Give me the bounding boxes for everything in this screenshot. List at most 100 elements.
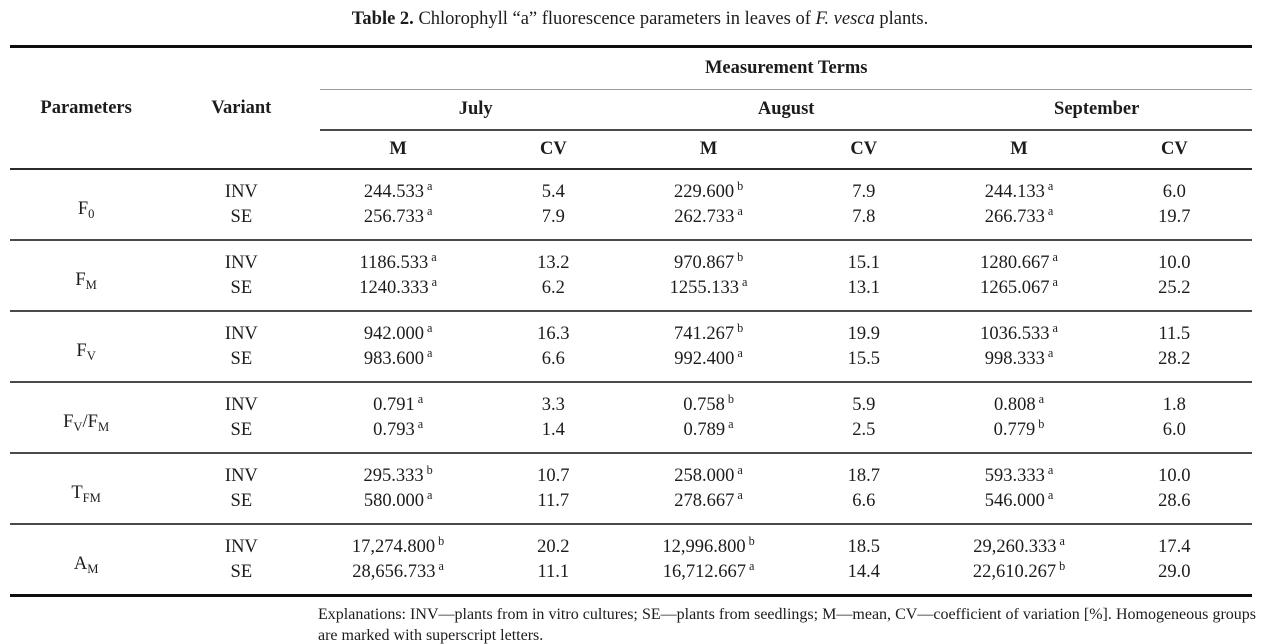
table-row: SE 983.600 a 6.6 992.400 a 15.5 998.333 a 2… xyxy=(10,345,1252,383)
homogeneous-group-letter: a xyxy=(1047,487,1054,502)
header-row-span: Parameters Variant Measurement Terms xyxy=(10,46,1252,170)
homogeneous-group-letter: b xyxy=(737,178,744,193)
mean-cell: 1186.533 a xyxy=(359,249,437,273)
cv-cell: 15.1 xyxy=(847,253,880,273)
variant-cell: SE xyxy=(162,347,321,383)
table-row: FV/FM INV 0.791 a 3.3 0.758 b 5.9 0.808 a 1… xyxy=(10,382,1252,454)
mean-cell: 970.867 b xyxy=(673,249,744,273)
cv-cell: 10.0 xyxy=(1158,253,1191,273)
parameter-label-fv: FV xyxy=(10,311,163,383)
table-footnote: Explanations: INV—plants from in vitro c… xyxy=(318,606,1256,644)
cv-cell: 29.0 xyxy=(1158,562,1191,582)
homogeneous-group-letter: a xyxy=(737,345,743,360)
mean-cell: 244.533 a xyxy=(363,178,433,202)
homogeneous-group-letter: a xyxy=(1038,391,1045,406)
cv-cell: 17.4 xyxy=(1158,537,1191,557)
cv-cell: 3.3 xyxy=(541,395,565,415)
homogeneous-group-letter: a xyxy=(1047,462,1054,477)
cv-cell: 13.2 xyxy=(537,253,570,273)
header-row-months: July August September xyxy=(10,89,1252,131)
cv-cell: 13.1 xyxy=(786,276,942,312)
mean-cell: 942.000 a xyxy=(363,320,433,344)
mean-cell: 1036.533 a xyxy=(980,320,1058,344)
mean-cell: 17,274.800 b xyxy=(351,533,445,557)
mean-cell: 229.600 b xyxy=(673,178,744,202)
table-row: SE 580.000 a 11.7 278.667 a 6.6 546.000 a 2… xyxy=(10,487,1252,525)
parameter-label-fm: FM xyxy=(10,240,163,312)
cv-cell: 6.0 xyxy=(1096,418,1252,454)
mean-cell: 1265.067 a xyxy=(941,274,1097,312)
variant-cell: SE xyxy=(230,562,253,582)
mean-cell: 12,996.800 b xyxy=(662,533,755,557)
cv-cell: 11.7 xyxy=(475,489,631,525)
mean-cell: 1280.667 a xyxy=(980,249,1058,273)
cv-cell: 19.7 xyxy=(1096,205,1252,241)
homogeneous-group-letter: a xyxy=(1052,320,1058,335)
table-row: SE 256.733 a 7.9 262.733 a 7.8 266.733 a 19… xyxy=(10,203,1252,241)
homogeneous-group-letter: b xyxy=(737,249,744,264)
mean-cell: 262.733 a xyxy=(630,205,787,241)
cv-cell: 14.4 xyxy=(847,562,880,582)
variant-cell: INV xyxy=(224,537,258,557)
cv-cell: 28.6 xyxy=(1096,489,1252,525)
cv-cell: 1.8 xyxy=(1162,395,1186,415)
homogeneous-group-letter: b xyxy=(438,533,445,548)
variant-cell: INV xyxy=(224,395,258,415)
homogeneous-group-letter: a xyxy=(1052,274,1058,289)
mean-cell: 0.793 a xyxy=(320,418,476,454)
table-row: F0 INV 244.533 a 5.4 229.600 b 7.9 244.133… xyxy=(10,169,1252,241)
homogeneous-group-letter: a xyxy=(737,462,743,477)
cv-cell: 18.7 xyxy=(847,466,880,486)
homogeneous-group-letter: a xyxy=(1059,533,1065,548)
mean-cell: 0.758 b xyxy=(683,391,734,415)
homogeneous-group-letter: b xyxy=(748,533,755,548)
table-row: SE 0.793 a 1.4 0.789 a 2.5 0.779 b 6.0 xyxy=(10,418,1252,454)
mean-cell: 258.000 a xyxy=(674,462,743,486)
variant-cell: SE xyxy=(162,489,321,525)
column-header-variant: Variant xyxy=(162,46,321,170)
mean-cell: 546.000 a xyxy=(941,487,1097,525)
table-row: AM INV 17,274.800 b 20.2 12,996.800 b 18.5… xyxy=(10,524,1252,576)
homogeneous-group-letter: a xyxy=(431,249,437,264)
homogeneous-group-letter: a xyxy=(426,320,433,335)
homogeneous-group-letter: a xyxy=(737,487,743,502)
subheader-cv-september: CV xyxy=(1096,130,1252,170)
mean-cell: 22,610.267 b xyxy=(972,558,1066,582)
homogeneous-group-letter: b xyxy=(737,320,744,335)
mean-cell: 1240.333 a xyxy=(320,276,476,312)
mean-cell: 593.333 a xyxy=(984,462,1054,486)
cv-cell: 11.5 xyxy=(1158,324,1191,344)
subheader-m-august: M xyxy=(630,130,787,170)
cv-cell: 20.2 xyxy=(537,537,570,557)
cv-cell: 18.5 xyxy=(847,537,880,557)
mean-cell: 28,656.733 a xyxy=(352,558,444,582)
variant-cell: INV xyxy=(224,466,258,486)
table-row: SE 1240.333 a 6.2 1255.133 a 13.1 1265.067… xyxy=(10,274,1252,312)
cv-cell: 6.2 xyxy=(475,276,631,312)
cv-cell: 10.0 xyxy=(1158,466,1191,486)
mean-cell: 295.333 b xyxy=(363,462,433,486)
cv-cell: 6.6 xyxy=(475,347,631,383)
homogeneous-group-letter: b xyxy=(426,462,433,477)
mean-cell: 983.600 a xyxy=(320,347,476,383)
mean-cell: 741.267 b xyxy=(673,320,744,344)
mean-cell: 992.400 a xyxy=(630,345,787,383)
caption-suffix: plants. xyxy=(879,9,929,29)
cv-cell: 16.3 xyxy=(537,324,570,344)
homogeneous-group-letter: a xyxy=(426,203,433,218)
column-header-september: September xyxy=(941,89,1252,131)
subheader-m-july: M xyxy=(320,130,476,170)
homogeneous-group-letter: a xyxy=(438,558,444,573)
cv-cell: 19.9 xyxy=(847,324,880,344)
table-row: TFM INV 295.333 b 10.7 258.000 a 18.7 593.… xyxy=(10,453,1252,525)
cv-cell: 11.1 xyxy=(537,562,570,582)
column-header-july: July xyxy=(320,89,631,131)
variant-cell: INV xyxy=(224,182,258,202)
homogeneous-group-letter: a xyxy=(742,274,748,289)
mean-cell: 1255.133 a xyxy=(630,274,787,312)
homogeneous-group-letter: b xyxy=(727,391,734,406)
mean-cell: 0.791 a xyxy=(373,391,424,415)
homogeneous-group-letter: a xyxy=(748,558,755,573)
column-header-parameters: Parameters xyxy=(10,46,163,170)
